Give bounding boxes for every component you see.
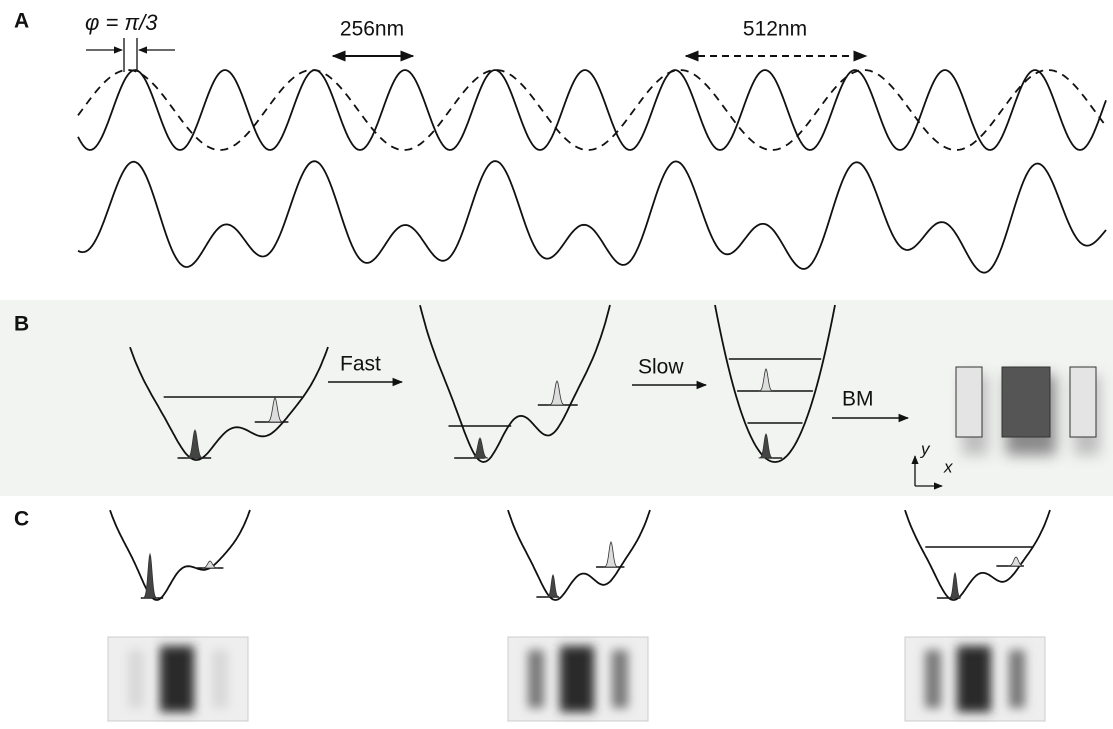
panel-label: B (14, 313, 29, 336)
step-label: BM (842, 388, 874, 411)
step-label: Fast (340, 353, 381, 376)
panel-label: A (14, 10, 29, 33)
image-content (528, 646, 628, 712)
figure: A B C φ = π/3 256nm 512nm Fast Slow BM y… (0, 0, 1113, 724)
wavepacket (604, 542, 618, 567)
short-period-label: 256nm (340, 18, 404, 41)
cloud (925, 650, 941, 708)
image-content (925, 646, 1025, 712)
potential-well (905, 510, 1050, 600)
panel-label: C (14, 508, 29, 531)
cloud (612, 650, 628, 708)
cloud (1009, 650, 1025, 708)
axis-label: y (920, 439, 931, 458)
phase-label: φ = π/3 (85, 10, 158, 35)
absorption-images (108, 637, 1045, 721)
cloud (560, 646, 594, 712)
potential-well (508, 510, 650, 600)
phase-marker (86, 38, 175, 72)
bm-boxes (956, 367, 1100, 455)
image-content (128, 646, 228, 712)
potential-well (110, 510, 250, 600)
cloud (528, 650, 544, 708)
step-label: Slow (638, 356, 684, 379)
wavepacket (949, 573, 961, 598)
wavepacket (143, 554, 157, 598)
short-lattice-wave (78, 70, 1106, 150)
cloud (128, 650, 144, 708)
cloud (957, 646, 991, 712)
cloud (160, 646, 194, 712)
wavepacket (547, 575, 559, 597)
superlattice-wave (78, 161, 1106, 273)
cloud (212, 650, 228, 708)
long-lattice-wave (78, 70, 1106, 150)
long-period-label: 512nm (743, 18, 807, 41)
axis-label: x (943, 457, 953, 476)
